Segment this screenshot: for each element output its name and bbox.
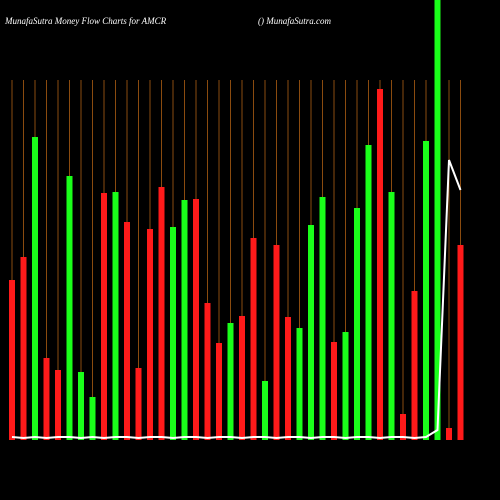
bar — [377, 89, 383, 440]
bar — [147, 229, 153, 440]
bar — [135, 368, 142, 440]
bar — [446, 428, 452, 440]
bar — [66, 176, 73, 440]
bar — [331, 342, 337, 440]
bar — [457, 245, 464, 440]
bar — [239, 316, 245, 440]
bar — [216, 343, 222, 440]
bar — [43, 358, 50, 440]
bar — [411, 291, 418, 440]
bar — [285, 317, 291, 440]
bar — [308, 225, 314, 440]
bar — [365, 145, 372, 440]
bar — [55, 370, 61, 440]
bar — [296, 328, 303, 440]
bar — [342, 332, 349, 440]
bar — [227, 323, 234, 440]
bar — [20, 257, 27, 440]
bar — [9, 280, 15, 440]
bar — [400, 414, 406, 440]
chart-subtitle: () MunafaSutra.com — [258, 16, 331, 26]
bar — [434, 0, 441, 440]
bar — [273, 245, 280, 440]
bar — [170, 227, 176, 440]
bar — [354, 208, 360, 440]
bar — [78, 372, 84, 440]
bar — [89, 397, 96, 440]
bar — [388, 192, 395, 440]
bar — [204, 303, 211, 440]
bar — [124, 222, 130, 440]
bar — [423, 141, 429, 440]
bar — [101, 193, 107, 440]
bar — [32, 137, 38, 440]
bar — [319, 197, 326, 440]
bar — [112, 192, 119, 440]
bar — [158, 187, 165, 440]
bar — [181, 200, 188, 440]
chart-title: MunafaSutra Money Flow Charts for AMCR — [4, 16, 167, 26]
bar — [250, 238, 257, 440]
money-flow-line — [11, 159, 462, 440]
bar — [193, 199, 199, 440]
bar — [262, 381, 268, 440]
